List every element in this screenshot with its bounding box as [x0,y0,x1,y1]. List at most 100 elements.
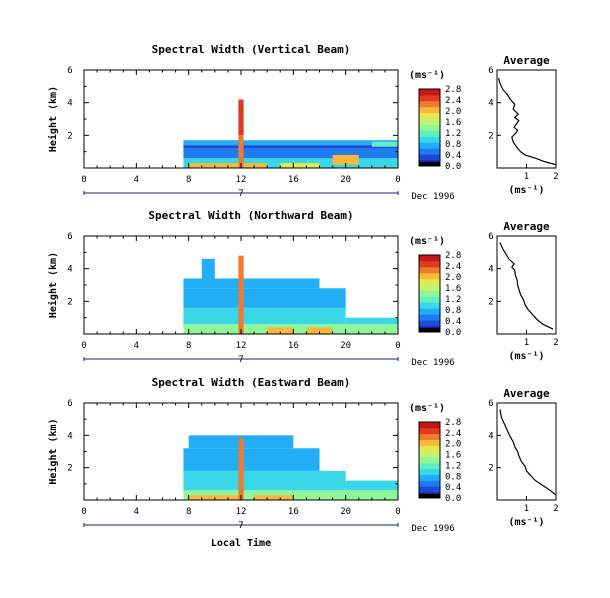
average-x-tick-label: 2 [553,504,558,514]
colorbar-segment [419,462,440,470]
colorbar-tick-label: 1.2 [445,461,461,471]
average-title: Average [503,54,550,67]
y-tick-label: 4 [67,431,72,441]
heatmap-cells [183,435,398,500]
colorbar-tick-label: 1.6 [445,451,461,461]
panel-title: Spectral Width (Vertical Beam) [152,43,351,56]
colorbar-tick-label: 1.2 [445,295,461,305]
heatmap-cell [280,163,320,168]
date-label: Dec 1996 [411,192,454,202]
colorbar-segment [419,422,440,429]
colorbar-segment [419,100,440,108]
colorbar-segment [419,486,440,493]
x-tick-label: 8 [186,341,191,351]
colorbar-segment [419,427,440,435]
heatmap-cell [345,317,398,325]
colorbar-segment [419,433,440,440]
y-axis-label: Height (km) [47,252,59,318]
colorbar-segment [419,474,440,481]
colorbar-tick-label: 0.4 [445,483,461,493]
colorbar-segment [419,480,440,487]
colorbar-segment [419,148,440,155]
average-profile-line [499,409,557,496]
y-tick-label: 6 [67,66,72,76]
colorbar-tick-label: 2.8 [445,251,461,261]
average-x-tick-label: 1 [524,504,529,514]
heatmap-cell [345,480,398,491]
heatmap-cell [183,148,398,159]
colorbar-tick-label: 2.0 [445,440,461,450]
panel-title: Spectral Width (Eastward Beam) [152,376,351,389]
average-x-tick-label: 2 [553,172,558,182]
heatmap-cell [201,258,215,279]
colorbar-tick-label: 2.4 [445,429,461,439]
x-tick-label: 12 [236,175,247,185]
colorbar-tick-label: 2.4 [445,96,461,106]
colorbar-tick-label: 2.0 [445,107,461,117]
colorbar-segment [419,314,440,321]
average-x-tick-label: 1 [524,338,529,348]
y-tick-label: 2 [67,131,72,141]
heatmap-cells [183,99,398,168]
colorbar-unit-label: (ms⁻¹) [409,70,445,81]
average-y-tick-label: 2 [488,131,493,141]
average-profile-panel: Average 2 4 6 1 2 (ms⁻¹) [488,387,558,528]
average-y-tick-label: 2 [488,464,493,474]
heatmap-cell [238,255,244,334]
x-tick-label: 0 [395,341,400,351]
colorbar-tick-label: 2.4 [445,262,461,272]
average-y-tick-label: 2 [488,297,493,307]
average-title: Average [503,220,550,233]
x-tick-label: 8 [186,507,191,517]
x-tick-label: 8 [186,175,191,185]
x-tick-label: 0 [395,507,400,517]
heatmap-cell [238,135,244,168]
colorbar-tick-label: 0.8 [445,140,461,150]
average-profile-line [497,78,557,166]
colorbar-segment [419,439,440,446]
y-tick-label: 6 [67,399,72,409]
x-tick-label: 0 [395,175,400,185]
heatmap-cell [183,448,320,471]
colorbar-segment [419,136,440,143]
colorbar-segment [419,272,440,280]
colorbar-segment [419,94,440,102]
heatmap-cell [238,438,244,500]
average-title: Average [503,387,550,400]
average-y-tick-label: 4 [488,431,493,441]
colorbar-tick-label: 2.8 [445,418,461,428]
date-marker: 7 [238,355,243,365]
colorbar-segment [419,308,440,315]
x-tick-label: 20 [340,341,351,351]
colorbar: (ms⁻¹) 0.00.40.81.21.62.02.42.8 [409,70,461,172]
colorbar-tick-label: 0.4 [445,151,461,161]
colorbar-segment [419,89,440,96]
colorbar-tick-label: 0.8 [445,306,461,316]
y-tick-label: 6 [67,232,72,242]
colorbar-frame [418,88,441,167]
panel-3: Spectral Width (Eastward Beam)0 4 8 12 16 20 0… [47,376,559,549]
colorbar-segment [419,278,440,286]
average-y-tick-label: 6 [488,399,493,409]
date-marker: 7 [238,521,243,531]
average-profile-panel: Average 2 4 6 1 2 (ms⁻¹) [488,220,558,362]
x-axis-label: Local Time [211,537,271,549]
y-axis-label: Height (km) [47,86,59,152]
colorbar-unit-label: (ms⁻¹) [409,403,445,414]
average-frame [496,235,557,335]
colorbar-segment [419,296,440,303]
colorbar-segment [419,260,440,268]
colorbar-tick-label: 2.8 [445,85,461,95]
x-tick-label: 4 [134,507,139,517]
colorbar-segment [419,154,440,161]
x-tick-label: 0 [81,341,86,351]
date-marker: 7 [238,189,243,199]
average-x-tick-label: 2 [553,338,558,348]
x-tick-label: 4 [134,175,139,185]
x-tick-label: 16 [288,341,299,351]
y-tick-label: 4 [67,99,72,109]
colorbar-tick-label: 0.0 [445,328,461,338]
colorbar-tick-label: 1.6 [445,118,461,128]
x-tick-label: 0 [81,175,86,185]
